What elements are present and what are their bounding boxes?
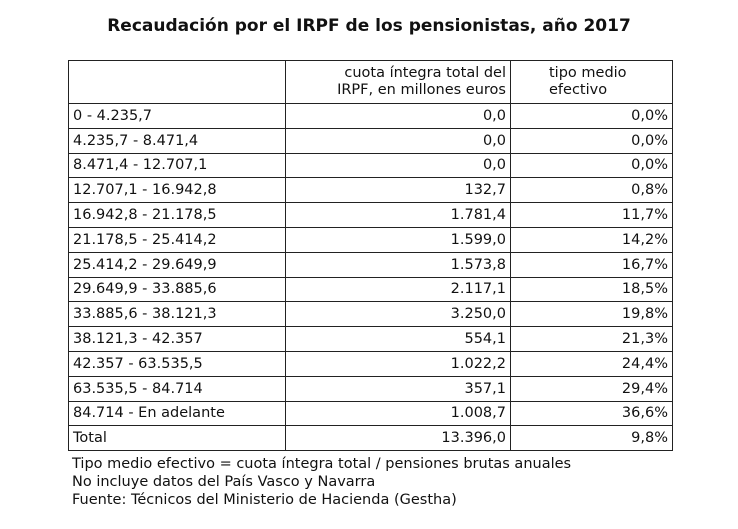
cell: 21,3% [510, 326, 673, 352]
cell: 0,0 [285, 103, 511, 129]
table-row: 21.178,5 - 25.414,2 1.599,0 14,2% [68, 226, 673, 253]
notes: Tipo medio efectivo = cuota íntegra tota… [72, 455, 571, 509]
cell: 13.396,0 [285, 425, 511, 452]
cell: 0,0% [510, 103, 673, 129]
cell: 0,0% [510, 127, 673, 154]
header-line: efectivo [549, 82, 608, 98]
cell: 0,0 [285, 152, 511, 179]
row-label: 16.942,8 - 21.178,5 [68, 202, 286, 228]
table-row: 84.714 - En adelante 1.008,7 36,6% [68, 400, 673, 427]
row-label: 29.649,9 - 33.885,6 [68, 276, 286, 303]
cell: 29,4% [510, 375, 673, 402]
cell: 554,1 [285, 326, 511, 352]
cell: 1.022,2 [285, 350, 511, 377]
cell: 1.008,7 [285, 400, 511, 427]
row-label: 8.471,4 - 12.707,1 [68, 152, 286, 179]
row-label: 25.414,2 - 29.649,9 [68, 251, 286, 278]
cell: 132,7 [285, 177, 511, 204]
cell: 0,0% [510, 152, 673, 179]
cell: 11,7% [510, 202, 673, 228]
title: Recaudación por el IRPF de los pensionis… [107, 16, 631, 36]
cell: 1.781,4 [285, 202, 511, 228]
cell: 357,1 [285, 375, 511, 402]
header-line: tipo medio [549, 65, 627, 81]
cell: 19,8% [510, 301, 673, 328]
table-row: 25.414,2 - 29.649,9 1.573,8 16,7% [68, 251, 673, 278]
row-label: 84.714 - En adelante [68, 400, 286, 427]
row-label: 33.885,6 - 38.121,3 [68, 301, 286, 328]
row-label: Total [68, 425, 286, 452]
cell: 36,6% [510, 400, 673, 427]
cell: 0,0 [285, 127, 511, 154]
table-row: Total 13.396,0 9,8% [68, 425, 673, 452]
table-row: 33.885,6 - 38.121,3 3.250,0 19,8% [68, 301, 673, 328]
header-row: cuota íntegra total del IRPF, en millones… [68, 60, 673, 104]
cell: 14,2% [510, 226, 673, 253]
table-row: 42.357 - 63.535,5 1.022,2 24,4% [68, 350, 673, 377]
table-row: 29.649,9 - 33.885,6 2.117,1 18,5% [68, 276, 673, 303]
cell: 2.117,1 [285, 276, 511, 303]
cell: 1.573,8 [285, 251, 511, 278]
header-line: IRPF, en millones euros [337, 82, 506, 98]
note: Fuente: Técnicos del Ministerio de Hacie… [72, 492, 457, 508]
table-row: 8.471,4 - 12.707,1 0,0 0,0% [68, 152, 673, 179]
cell: 24,4% [510, 350, 673, 377]
row-label: 21.178,5 - 25.414,2 [68, 226, 286, 253]
header-cell: tipo medio efectivo [510, 60, 673, 104]
table-row: 38.121,3 - 42.357 554,1 21,3% [68, 326, 673, 352]
cell: 0,8% [510, 177, 673, 204]
header-line: cuota íntegra total del [344, 65, 506, 81]
table-row: 16.942,8 - 21.178,5 1.781,4 11,7% [68, 202, 673, 228]
row-label: 0 - 4.235,7 [68, 103, 286, 129]
header-cell: cuota íntegra total del IRPF, en millones… [285, 60, 511, 104]
data-table: cuota íntegra total del IRPF, en millones… [68, 60, 673, 452]
cell: 18,5% [510, 276, 673, 303]
cell: 9,8% [510, 425, 673, 452]
note: Tipo medio efectivo = cuota íntegra tota… [72, 456, 572, 472]
cell: 16,7% [510, 251, 673, 278]
cell: 3.250,0 [285, 301, 511, 328]
table-row: 0 - 4.235,7 0,0 0,0% [68, 103, 673, 129]
row-label: 12.707,1 - 16.942,8 [68, 177, 286, 204]
row-label: 42.357 - 63.535,5 [68, 350, 286, 377]
row-label: 63.535,5 - 84.714 [68, 375, 286, 402]
table-row: 12.707,1 - 16.942,8 132,7 0,8% [68, 177, 673, 204]
table-row: 4.235,7 - 8.471,4 0,0 0,0% [68, 127, 673, 154]
table-row: 63.535,5 - 84.714 357,1 29,4% [68, 375, 673, 402]
note: No incluye datos del País Vasco y Navarr… [72, 474, 376, 490]
header-cell [68, 60, 286, 104]
row-label: 4.235,7 - 8.471,4 [68, 127, 286, 154]
cell: 1.599,0 [285, 226, 511, 253]
row-label: 38.121,3 - 42.357 [68, 326, 286, 352]
